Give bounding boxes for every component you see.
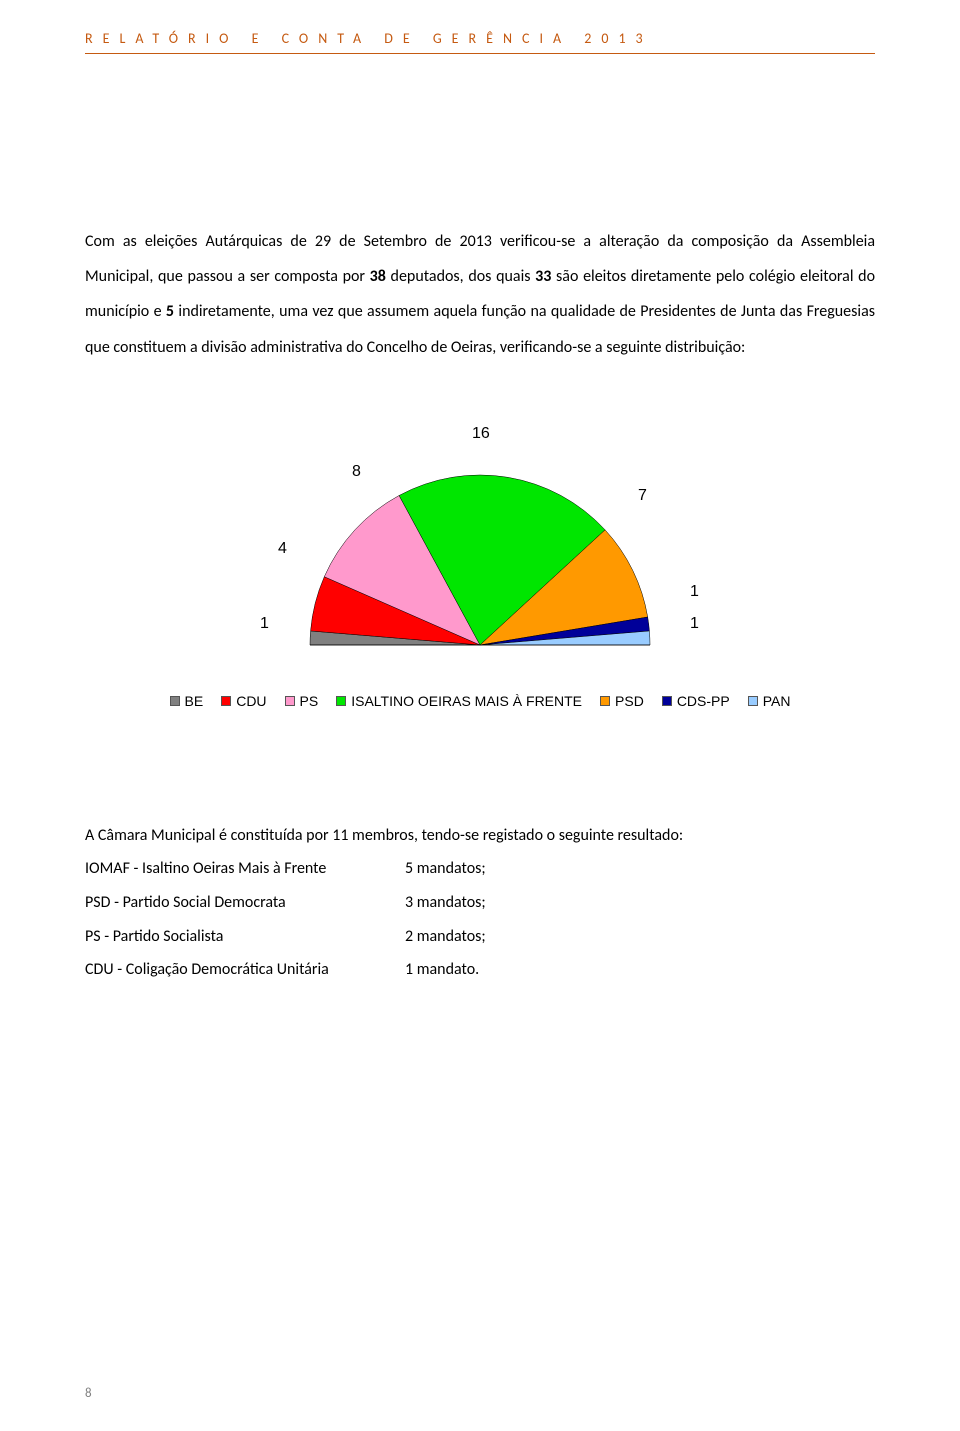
chart-legend: BE CDU PS ISALTINO OEIRAS MAIS À FRENTE PSD C… [170, 693, 791, 709]
chart-val-16: 16 [472, 425, 490, 443]
results-section: A Câmara Municipal é constituída por 11 … [85, 819, 875, 987]
chart-val-8: 8 [352, 463, 361, 481]
legend-item: CDS-PP [662, 693, 730, 709]
page-number: 8 [85, 1386, 92, 1401]
legend-label: PSD [615, 693, 644, 709]
chart-section: 16 8 4 1 7 1 1 BE CDU PS ISALTINO OEIRAS MA… [85, 425, 875, 709]
results-seats: 5 mandatos; [405, 852, 486, 886]
intro-bold-5: 5 [166, 302, 174, 321]
legend-swatch [221, 696, 231, 706]
results-party: PS - Partido Socialista [85, 920, 405, 954]
intro-bold-38: 38 [370, 267, 386, 286]
chart-val-4: 4 [278, 540, 287, 558]
page-header: RELATÓRIO E CONTA DE GERÊNCIA 2013 [85, 30, 875, 47]
intro-paragraph: Com as eleições Autárquicas de 29 de Set… [85, 224, 875, 365]
legend-item: PSD [600, 693, 644, 709]
chart-val-1-right-a: 1 [690, 583, 699, 601]
results-row: IOMAF - Isaltino Oeiras Mais à Frente5 m… [85, 852, 875, 886]
chart-val-1-right-b: 1 [690, 615, 699, 633]
results-intro: A Câmara Municipal é constituída por 11 … [85, 819, 875, 853]
legend-swatch [600, 696, 610, 706]
legend-item: PAN [748, 693, 791, 709]
intro-d: indiretamente, uma vez que assumem aquel… [85, 302, 875, 356]
chart-val-7: 7 [638, 487, 647, 505]
results-seats: 1 mandato. [405, 953, 479, 987]
header-rule [85, 53, 875, 54]
results-seats: 2 mandatos; [405, 920, 486, 954]
legend-swatch [748, 696, 758, 706]
legend-label: CDU [236, 693, 266, 709]
intro-b: deputados, dos quais [386, 267, 535, 286]
legend-label: PAN [763, 693, 791, 709]
results-row: PS - Partido Socialista2 mandatos; [85, 920, 875, 954]
results-party: IOMAF - Isaltino Oeiras Mais à Frente [85, 852, 405, 886]
legend-swatch [336, 696, 346, 706]
legend-item: ISALTINO OEIRAS MAIS À FRENTE [336, 693, 582, 709]
intro-bold-33: 33 [535, 267, 551, 286]
legend-label: ISALTINO OEIRAS MAIS À FRENTE [351, 693, 582, 709]
legend-swatch [285, 696, 295, 706]
legend-label: PS [300, 693, 319, 709]
legend-swatch [170, 696, 180, 706]
legend-item: CDU [221, 693, 266, 709]
results-row: CDU - Coligação Democrática Unitária1 ma… [85, 953, 875, 987]
results-party: PSD - Partido Social Democrata [85, 886, 405, 920]
seat-distribution-chart [210, 425, 750, 665]
chart-val-1-left: 1 [260, 615, 269, 633]
results-seats: 3 mandatos; [405, 886, 486, 920]
legend-item: BE [170, 693, 204, 709]
chart-container: 16 8 4 1 7 1 1 [210, 425, 750, 675]
legend-item: PS [285, 693, 319, 709]
legend-swatch [662, 696, 672, 706]
legend-label: BE [185, 693, 204, 709]
results-party: CDU - Coligação Democrática Unitária [85, 953, 405, 987]
results-row: PSD - Partido Social Democrata3 mandatos… [85, 886, 875, 920]
legend-label: CDS-PP [677, 693, 730, 709]
